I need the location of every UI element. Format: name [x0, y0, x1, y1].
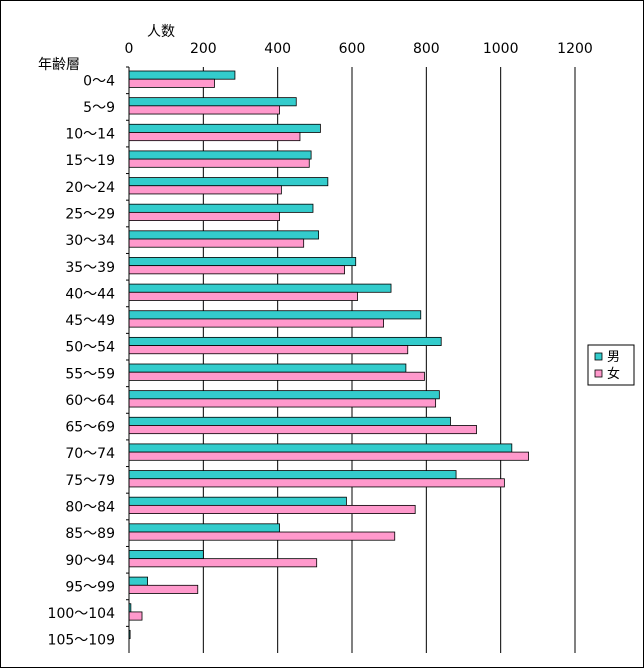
- bar-female: [128, 132, 301, 142]
- bar-male: [128, 257, 357, 267]
- x-tick-label: 800: [413, 41, 440, 57]
- bar-female: [128, 531, 396, 541]
- legend-swatch-male: [594, 352, 603, 361]
- bar-female: [128, 451, 529, 461]
- x-tick-label: 200: [190, 41, 217, 57]
- bar-female: [128, 158, 310, 168]
- x-tick-labels: 0 200 400 600 800 1000 1200: [125, 41, 593, 57]
- y-category-label: 55〜59: [65, 366, 115, 382]
- y-category-label: 65〜69: [65, 420, 115, 436]
- bar-female: [128, 238, 305, 248]
- y-category-label: 90〜94: [65, 553, 115, 569]
- bar-male: [128, 123, 321, 133]
- y-category-label: 85〜89: [65, 526, 115, 542]
- bar-male: [128, 576, 148, 586]
- bar-female: [128, 318, 384, 328]
- bar-male: [128, 177, 329, 187]
- y-category-label: 0〜4: [83, 73, 115, 89]
- y-category-label: 50〜54: [65, 340, 115, 356]
- y-category-label: 100〜104: [48, 606, 116, 622]
- y-category-label: 45〜49: [65, 313, 115, 329]
- y-axis-title: 年齢層: [38, 57, 80, 73]
- bar-male: [128, 70, 236, 80]
- y-category-label: 10〜14: [65, 127, 115, 143]
- bar-female: [128, 265, 345, 275]
- x-tick-label: 400: [264, 41, 291, 57]
- bars: [128, 70, 529, 639]
- bar-male: [128, 203, 314, 213]
- bar-female: [128, 185, 282, 195]
- bar-male: [128, 363, 407, 373]
- bar-male: [128, 310, 422, 320]
- bar-female: [128, 425, 477, 435]
- bar-female: [128, 504, 416, 514]
- bar-female: [128, 584, 199, 594]
- bar-male: [128, 470, 457, 480]
- bar-male: [128, 336, 442, 346]
- x-tick-label: 1200: [557, 41, 593, 57]
- axes: [126, 66, 130, 653]
- y-category-label: 40〜44: [65, 286, 115, 302]
- bar-female: [128, 558, 318, 568]
- legend-swatch-female: [594, 369, 603, 378]
- x-tick-label: 600: [339, 41, 366, 57]
- bar-male: [128, 283, 392, 293]
- bar-female: [128, 291, 358, 301]
- bar-male: [128, 97, 297, 107]
- bar-female: [128, 345, 409, 355]
- y-category-label: 70〜74: [65, 446, 115, 462]
- y-category-label: 30〜34: [65, 233, 115, 249]
- x-axis-title: 人数: [147, 24, 175, 40]
- bar-male: [128, 416, 451, 426]
- bar-male: [128, 523, 280, 533]
- bar-female: [128, 371, 425, 381]
- bar-female: [128, 611, 143, 621]
- y-category-labels: 0〜4 5〜9 10〜14 15〜19 20〜24 25〜29 30〜34 35〜39 40〜4…: [48, 73, 116, 648]
- y-category-label: 105〜109: [48, 633, 115, 649]
- bar-female: [128, 211, 280, 221]
- y-category-label: 15〜19: [65, 153, 115, 169]
- bar-male: [128, 443, 513, 453]
- x-tick-label: 0: [125, 41, 134, 57]
- y-category-label: 20〜24: [65, 180, 115, 196]
- legend: 男女: [587, 344, 635, 386]
- y-category-label: 80〜84: [65, 500, 115, 516]
- y-category-label: 75〜79: [65, 473, 115, 489]
- y-category-label: 95〜99: [65, 579, 115, 595]
- legend-label-female: 女: [607, 366, 620, 382]
- y-category-label: 60〜64: [65, 393, 115, 409]
- bar-female: [128, 78, 215, 88]
- bar-male: [128, 496, 347, 506]
- y-category-label: 35〜39: [65, 260, 115, 276]
- bar-female: [128, 478, 505, 488]
- legend-box: [587, 344, 635, 386]
- bar-male: [128, 150, 312, 160]
- bar-female: [128, 105, 280, 115]
- bar-female: [128, 398, 437, 408]
- bar-male: [128, 230, 319, 240]
- x-tick-label: 1000: [483, 41, 519, 57]
- y-category-label: 25〜29: [65, 207, 115, 223]
- bar-male: [128, 390, 440, 400]
- bar-male: [128, 550, 204, 560]
- legend-label-male: 男: [607, 350, 620, 365]
- y-category-label: 5〜9: [83, 100, 115, 116]
